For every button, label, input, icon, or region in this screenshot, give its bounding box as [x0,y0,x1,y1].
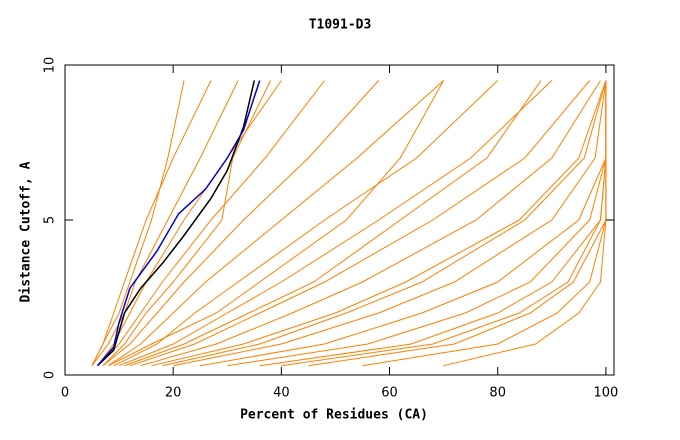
series-line [281,80,607,367]
series-line [140,80,601,367]
x-axis-label: Percent of Residues (CA) [240,408,428,423]
series-line [151,80,607,367]
series-line [124,80,542,367]
x-tick-label: 20 [165,386,182,401]
series-line [129,80,591,367]
series-line [96,80,261,367]
x-tick-label: 60 [381,386,398,401]
series-line [102,80,380,367]
y-tick-label: 5 [43,216,58,224]
series-line [162,80,607,367]
series-line [108,80,444,367]
series-line [97,80,325,367]
x-tick-label: 0 [61,386,69,401]
x-tick-label: 100 [593,386,618,401]
series-line [173,80,607,367]
y-tick-label: 10 [43,57,58,74]
y-tick-label: 0 [43,371,58,379]
series-line [118,80,553,367]
series-line [96,80,256,367]
x-tick-label: 40 [273,386,290,401]
y-axis-label: Distance Cutoff, A [19,161,34,302]
series-line [113,80,499,367]
series-line [91,80,185,366]
plot-area [91,80,607,367]
x-tick-label: 80 [489,386,506,401]
series-line [108,80,445,367]
chart-title: T1091-D3 [309,18,372,33]
